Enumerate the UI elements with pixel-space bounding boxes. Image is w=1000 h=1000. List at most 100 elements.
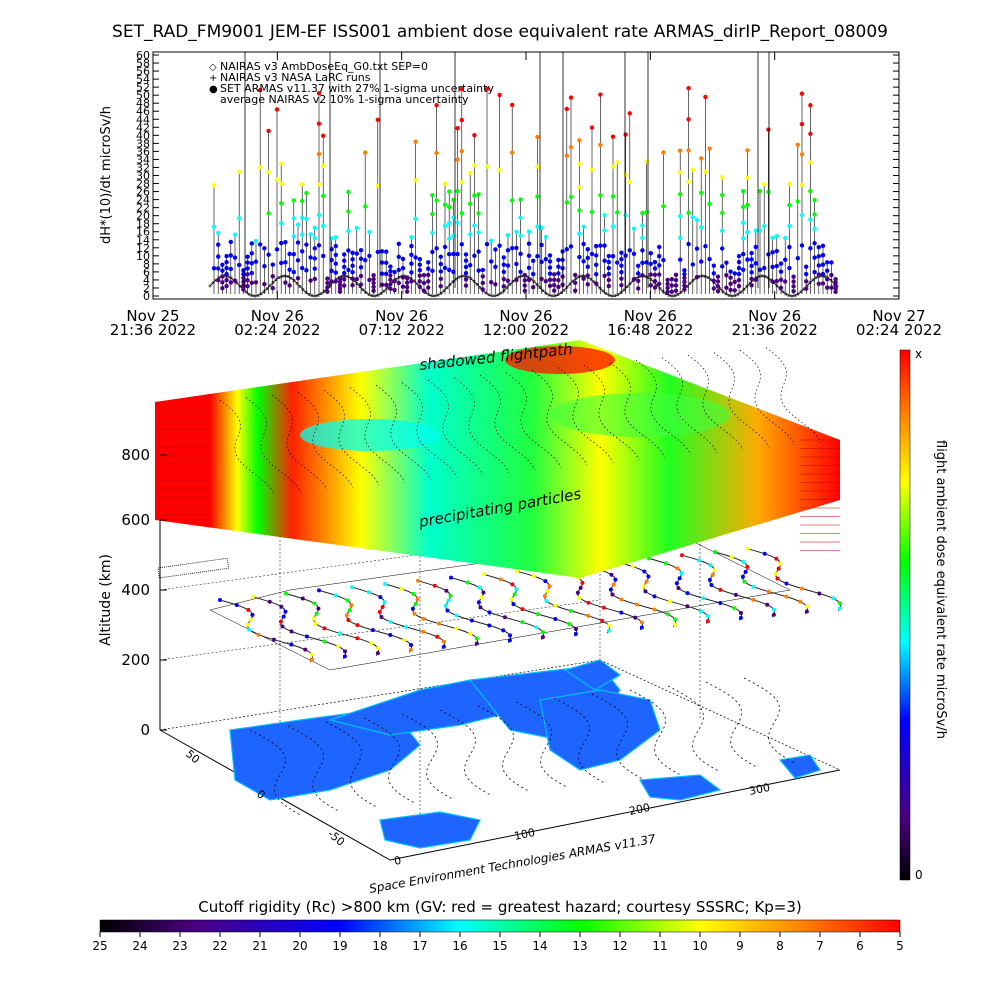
top-x-tick-day: Nov 26 [499,307,552,325]
armas-point [543,234,548,240]
armas-point [447,252,452,257]
nairas-point [787,294,791,297]
colorbar-top-label: x [915,347,922,361]
chart-title: SET_RAD_FM9001 JEM-EF ISS001 ambient dos… [112,22,888,42]
armas-point [678,257,683,262]
armas-point [337,276,343,281]
armas-point [783,235,788,241]
top-y-tick-label: 6 [143,266,150,279]
nairas-point [298,285,302,288]
orbit-point [256,632,261,637]
armas-point [405,276,410,281]
armas-point [736,271,742,277]
top-x-tick-time: 07:12 2022 [359,321,445,339]
armas-point [316,121,322,126]
armas-point [547,253,553,258]
armas-point [295,258,301,263]
armas-point [329,247,334,252]
armas-point [556,264,561,269]
armas-point [665,281,670,287]
nairas-point [451,280,455,283]
armas-point [472,253,477,259]
orbit-point [478,605,483,610]
legend-symbol: ◇ [209,62,217,73]
orbit-track [582,564,677,628]
armas-point [585,247,590,252]
orbit-point [267,599,272,604]
orbit-point [333,593,338,598]
armas-point [220,280,225,285]
orbit-point [317,588,321,593]
armas-point [216,242,221,247]
orbit-point [577,595,582,600]
armas-point [745,202,750,208]
orbit-point [817,591,822,596]
armas-point [720,175,725,180]
rigidity-tick-label: 5 [896,939,904,953]
armas-point [354,225,359,231]
armas-point [707,201,712,207]
armas-point [610,164,616,169]
armas-point [640,235,645,241]
armas-point [224,283,229,289]
orbit-point [573,631,578,636]
orbit-point [250,612,255,617]
armas-point [577,138,582,143]
orbit-point [710,573,715,578]
armas-point [648,283,653,288]
orbit-point [303,647,308,652]
armas-point [405,280,410,285]
armas-point [648,272,653,277]
orbit-track [681,554,776,618]
orbit-point [283,609,288,614]
armas-point [333,261,338,266]
armas-point [350,257,355,262]
armas-point [753,228,758,233]
armas-point [749,270,754,275]
nairas-point [673,294,677,297]
armas-point [581,259,586,264]
armas-point [447,267,452,273]
armas-point [581,276,586,281]
armas-point [825,260,830,265]
orbit-point [309,652,314,657]
orbit-point [446,598,451,603]
nairas-point [667,294,671,297]
rigidity-tick-label: 16 [452,939,467,953]
armas-point [791,279,796,284]
armas-point [556,271,561,276]
top-y-tick-label: 30 [136,170,150,183]
armas-point [358,273,364,279]
armas-point [690,262,695,267]
nairas-point [430,294,434,298]
armas-point [531,271,536,277]
orbit-point [762,551,767,556]
rigidity-tick-label: 13 [572,939,587,953]
shell-track [349,387,406,483]
orbit-band [157,557,230,579]
armas-point [245,272,250,277]
armas-point [686,117,691,122]
nairas-point [610,294,614,298]
armas-point [430,249,435,255]
armas-point [594,281,599,286]
top-x-tick-day: Nov 26 [624,307,677,325]
armas-point [245,254,250,259]
orbit-point [479,595,484,600]
armas-point [304,242,309,247]
armas-point [556,284,561,290]
orbit-point [344,613,349,618]
armas-point [833,289,838,295]
armas-point [438,254,443,259]
top-y-axis: 0246810121416182022242628303234363840424… [136,49,899,303]
armas-point [766,189,771,195]
orbit-track [252,596,347,660]
orbit-point [366,590,371,595]
armas-point [741,251,746,257]
orbit-point [586,613,591,618]
nairas-point [310,294,314,297]
colorbar-bottom-label: 0 [915,868,923,882]
orbit-point [712,568,717,573]
armas-point [615,210,620,215]
orbit-point [413,601,418,606]
